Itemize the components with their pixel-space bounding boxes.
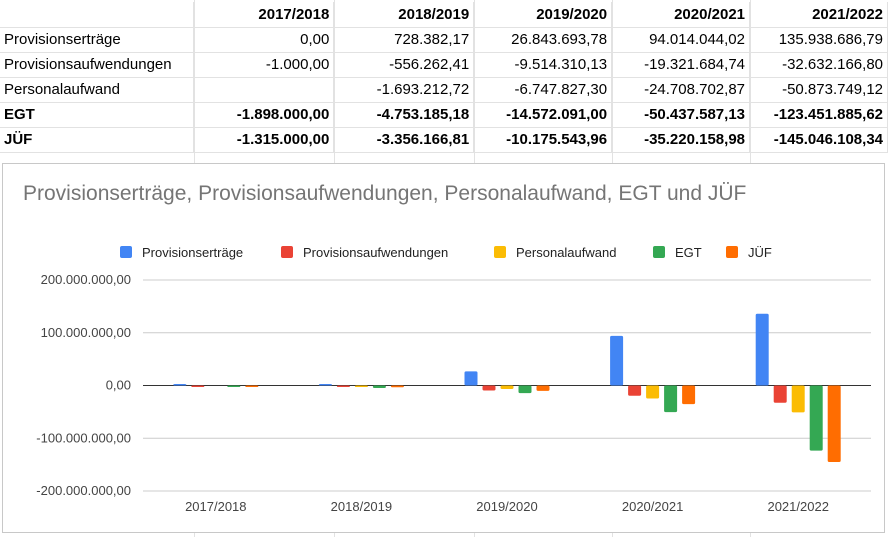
table-cell[interactable]: -19.321.684,74 [611, 52, 750, 78]
bar[interactable] [682, 385, 696, 405]
table-cell[interactable]: 94.014.044,02 [611, 27, 750, 53]
bar[interactable] [664, 385, 678, 413]
table-cell[interactable]: 0,00 [193, 27, 335, 53]
bar[interactable] [610, 335, 624, 386]
bar[interactable] [482, 385, 496, 391]
x-tick-label: 2021/2022 [767, 499, 828, 514]
table-cell[interactable]: -32.632.166,80 [749, 52, 888, 78]
y-tick-label: -100.000.000,00 [36, 430, 131, 445]
x-tick-label: 2020/2021 [622, 499, 683, 514]
table-cell[interactable]: -3.356.166,81 [333, 127, 475, 153]
table-cell[interactable]: -50.873.749,12 [749, 77, 888, 103]
row-label-cell[interactable]: JÜF [0, 127, 195, 153]
table-cell[interactable]: -1.315.000,00 [193, 127, 335, 153]
bar[interactable] [791, 385, 805, 413]
table-row: EGT -1.898.000,00 -4.753.185,18 -14.572.091… [0, 102, 888, 128]
x-tick-label: 2019/2020 [476, 499, 537, 514]
y-tick-label: 0,00 [106, 378, 131, 393]
legend-item[interactable]: JÜF [726, 242, 772, 262]
bar[interactable] [773, 385, 787, 403]
legend-label: Provisionserträge [142, 244, 244, 260]
table-row: Provisionserträge 0,00 728.382,17 26.843.69… [0, 27, 888, 53]
header-cell[interactable]: 2020/2021 [611, 2, 750, 28]
bar[interactable] [628, 385, 642, 396]
bar[interactable] [354, 385, 368, 388]
legend-swatch [726, 246, 738, 258]
bar[interactable] [827, 385, 841, 463]
bar[interactable] [500, 385, 514, 390]
chart-legend: Provisionserträge Provisionsaufwendungen P… [3, 242, 886, 262]
chart-title: Provisionserträge, Provisionsaufwendunge… [23, 182, 747, 205]
table-cell[interactable]: 26.843.693,78 [473, 27, 613, 53]
x-tick-label: 2018/2019 [331, 499, 392, 514]
table-cell[interactable]: -145.046.108,34 [749, 127, 888, 153]
row-label-cell[interactable]: Provisionsaufwendungen [0, 52, 195, 78]
table-row: JÜF -1.315.000,00 -3.356.166,81 -10.175.543… [0, 127, 888, 153]
table-cell[interactable]: -1.000,00 [193, 52, 335, 78]
table-cell[interactable]: -123.451.885,62 [749, 102, 888, 128]
table-cell[interactable]: -4.753.185,18 [333, 102, 475, 128]
table-cell[interactable]: -14.572.091,00 [473, 102, 613, 128]
table-cell[interactable]: -50.437.587,13 [611, 102, 750, 128]
bar[interactable] [318, 384, 332, 386]
table-cell[interactable]: 728.382,17 [333, 27, 475, 53]
table-cell[interactable]: -6.747.827,30 [473, 77, 613, 103]
header-cell[interactable]: 2021/2022 [749, 2, 888, 28]
legend-swatch [653, 246, 665, 258]
bar[interactable] [464, 371, 478, 386]
legend-item[interactable]: Personalaufwand [494, 242, 616, 262]
row-label-cell[interactable]: Personalaufwand [0, 77, 195, 103]
bar[interactable] [173, 384, 187, 386]
legend-swatch [281, 246, 293, 258]
bar[interactable] [245, 385, 259, 388]
legend-swatch [494, 246, 506, 258]
x-tick-label: 2017/2018 [185, 499, 246, 514]
row-label-cell[interactable]: Provisionserträge [0, 27, 195, 53]
legend-label: JÜF [748, 244, 772, 260]
table-cell[interactable]: 135.938.686,79 [749, 27, 888, 53]
bar[interactable] [372, 385, 386, 389]
legend-item[interactable]: Provisionsaufwendungen [281, 242, 448, 262]
table-cell[interactable] [193, 77, 335, 103]
bar[interactable] [518, 385, 532, 394]
bar[interactable] [536, 385, 550, 391]
y-tick-label: -200.000.000,00 [36, 483, 131, 498]
table-row: Provisionsaufwendungen -1.000,00 -556.262,… [0, 52, 888, 78]
bar[interactable] [227, 385, 241, 388]
table-cell[interactable]: -556.262,41 [333, 52, 475, 78]
table-header-row: 2017/2018 2018/2019 2019/2020 2020/2021 2021… [0, 2, 888, 28]
legend-item[interactable]: Provisionserträge [120, 242, 243, 262]
header-cell[interactable]: 2017/2018 [193, 2, 335, 28]
data-table: 2017/2018 2018/2019 2019/2020 2020/2021 2021… [0, 2, 888, 153]
y-tick-label: 100.000.000,00 [41, 325, 131, 340]
header-cell[interactable]: 2019/2020 [473, 2, 613, 28]
bar[interactable] [646, 385, 660, 399]
table-cell[interactable]: -1.898.000,00 [193, 102, 335, 128]
header-cell[interactable]: 2018/2019 [333, 2, 475, 28]
table-cell[interactable]: -35.220.158,98 [611, 127, 750, 153]
bar[interactable] [191, 385, 205, 388]
legend-item[interactable]: EGT [653, 242, 702, 262]
table-cell[interactable]: -9.514.310,13 [473, 52, 613, 78]
header-cell-corner[interactable] [0, 2, 195, 28]
bar[interactable] [755, 313, 769, 386]
legend-label: Provisionsaufwendungen [303, 244, 449, 260]
bar[interactable] [336, 385, 350, 388]
legend-swatch [120, 246, 132, 258]
row-label-cell[interactable]: EGT [0, 102, 195, 128]
table-cell[interactable]: -10.175.543,96 [473, 127, 613, 153]
table-cell[interactable]: -24.708.702,87 [611, 77, 750, 103]
chart-plot-area: 200.000.000,00 100.000.000,00 0,00 -100.000… [36, 272, 871, 514]
bar[interactable] [809, 385, 823, 451]
legend-label: EGT [675, 244, 702, 260]
y-tick-label: 200.000.000,00 [41, 272, 131, 287]
bar[interactable] [390, 385, 404, 388]
table-row: Personalaufwand -1.693.212,72 -6.747.827,3… [0, 77, 888, 103]
chart-card[interactable]: Provisionserträge, Provisionsaufwendunge… [2, 163, 885, 533]
legend-label: Personalaufwand [516, 244, 617, 260]
table-cell[interactable]: -1.693.212,72 [333, 77, 475, 103]
